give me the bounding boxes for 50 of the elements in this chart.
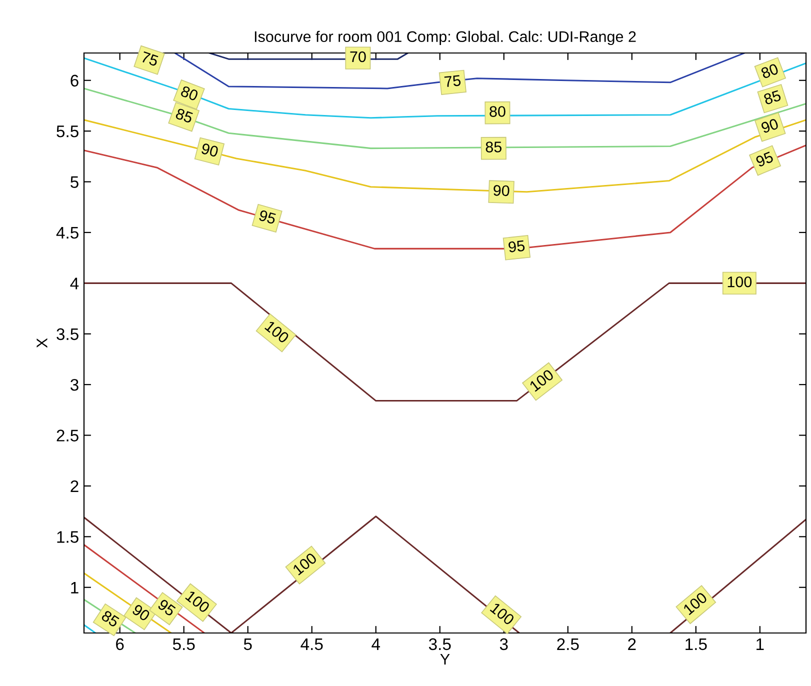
annotation: 80 xyxy=(490,106,506,117)
y-axis-title: X xyxy=(36,338,48,348)
y-tick-label: 6 xyxy=(70,74,78,87)
annotation: 90 xyxy=(493,184,510,196)
chart-title: Isocurve for room 001 Comp: Global. Calc: UDI-Range 2 xyxy=(254,30,636,46)
x-tick-label: 5.5 xyxy=(172,638,195,650)
x-tick-label: 3 xyxy=(500,638,508,650)
annotation: 85 xyxy=(100,610,120,628)
y-tick-label: 2.5 xyxy=(56,430,78,442)
annotation: 100 xyxy=(292,552,318,576)
x-tick-label: 2 xyxy=(628,638,636,650)
annotation: 70 xyxy=(350,51,366,62)
y-tick-label: 5 xyxy=(70,176,78,188)
y-tick-label: 3.5 xyxy=(56,328,78,340)
x-tick-label: 5 xyxy=(244,638,252,650)
y-tick-label: 1 xyxy=(71,582,78,594)
annotation: 100 xyxy=(529,368,554,392)
annotation: 95 xyxy=(508,240,525,253)
x-tick-label: 3.5 xyxy=(428,638,451,650)
annotation: 75 xyxy=(444,75,461,88)
annotation: 80 xyxy=(180,85,199,102)
x-tick-label: 4 xyxy=(372,638,380,650)
y-tick-label: 1.5 xyxy=(57,531,78,543)
y-tick-label: 2 xyxy=(70,480,78,492)
annotation: 80 xyxy=(760,63,779,79)
annotation: 100 xyxy=(728,276,752,288)
annotation: 90 xyxy=(132,604,151,622)
annotation: 100 xyxy=(264,320,290,344)
x-tick-label: 6 xyxy=(116,638,124,650)
annotation: 85 xyxy=(486,142,502,152)
annotation: 95 xyxy=(755,151,774,168)
annotation: 85 xyxy=(175,108,194,124)
annotation: 100 xyxy=(490,602,515,626)
annotation: 95 xyxy=(157,598,176,617)
x-tick-label: 1 xyxy=(756,638,764,650)
x-tick-label: 4.5 xyxy=(300,638,323,650)
annotation: 75 xyxy=(140,51,159,66)
x-axis-title: Y xyxy=(440,654,450,664)
x-tick-label: 2.5 xyxy=(557,638,579,650)
y-tick-label: 5.5 xyxy=(56,126,78,138)
annotation: 100 xyxy=(185,590,210,614)
annotation: 85 xyxy=(763,90,782,105)
annotation: 90 xyxy=(760,118,779,134)
annotation: 95 xyxy=(258,210,276,224)
y-tick-label: 4 xyxy=(70,278,79,290)
annotation: 100 xyxy=(682,592,708,616)
y-tick-label: 4.5 xyxy=(56,227,78,239)
x-tick-label: 1.5 xyxy=(686,638,707,650)
annotation: 90 xyxy=(200,142,219,158)
y-tick-label: 3 xyxy=(70,378,78,391)
